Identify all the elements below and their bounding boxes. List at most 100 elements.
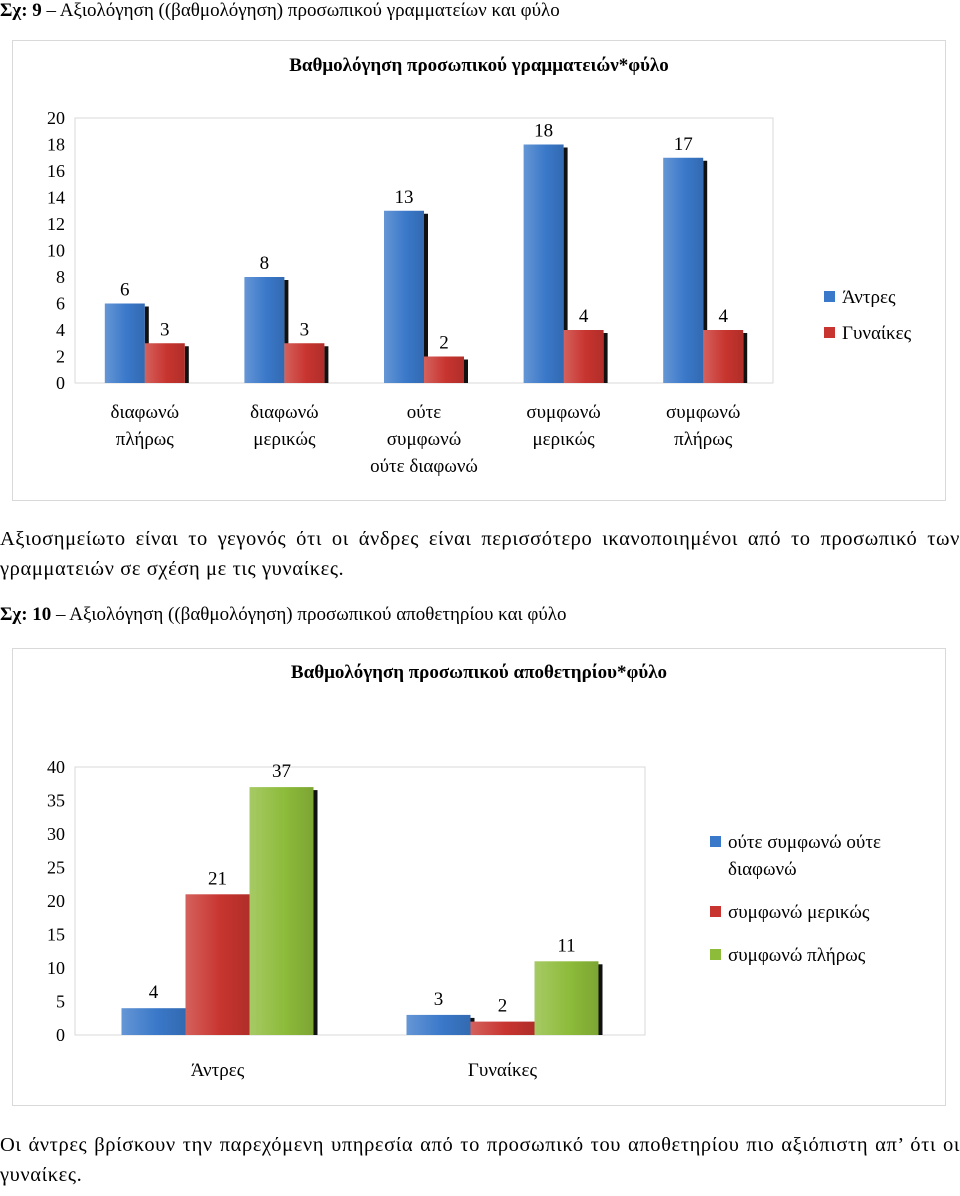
figure-10-caption-text: – Αξιολόγηση ((βαθμολόγηση) προσωπικού α… <box>51 604 567 625</box>
data-label: 11 <box>557 935 575 956</box>
y-tick-label: 2 <box>56 347 65 367</box>
y-tick-label: 4 <box>56 320 65 340</box>
plot-area <box>74 766 646 1036</box>
bar-shadow <box>563 147 568 383</box>
y-tick-label: 14 <box>47 188 65 208</box>
y-tick-label: 15 <box>47 925 65 945</box>
legend-label-1: ούτε συμφωνώ ούτε <box>728 832 881 853</box>
bar-shadow <box>424 213 428 383</box>
chart-1-svg: 0 2 4 6 8 10 12 14 16 18 20 6 3 διαφωνώ πλήρως 8 3 διαφων… <box>47 108 912 477</box>
category-label: μερικώς <box>253 429 316 450</box>
data-label: 4 <box>149 982 159 1003</box>
bar-1-3 <box>384 210 424 383</box>
y-tick-label: 30 <box>47 824 65 844</box>
bar-3-1 <box>249 787 314 1035</box>
y-tick-label: 18 <box>47 135 65 155</box>
y-tick-label: 25 <box>47 858 65 878</box>
data-label: 4 <box>579 306 589 327</box>
figure-9-caption: Σχ: 9 – Αξιολόγηση ((βαθμολόγηση) προσωπ… <box>0 0 560 22</box>
y-tick-label: 0 <box>56 1025 65 1045</box>
y-tick-label: 20 <box>47 891 65 911</box>
figure-9-caption-text: – Αξιολόγηση ((βαθμολόγηση) προσωπικού γ… <box>41 0 560 21</box>
y-tick-label: 5 <box>56 992 65 1012</box>
bar-2-3 <box>424 356 464 383</box>
bar-2-5 <box>703 330 744 383</box>
legend-swatch-1 <box>710 836 721 847</box>
bar-2-4 <box>563 330 604 383</box>
y-tick-label: 0 <box>56 373 65 393</box>
y-tick-label: 10 <box>47 241 65 261</box>
paragraph-1: Αξιοσημείωτο είναι το γεγονός ότι οι άνδ… <box>0 528 960 580</box>
category-label: πλήρως <box>674 429 733 450</box>
legend-swatch-2 <box>824 327 835 338</box>
bar-1-1 <box>121 1008 186 1035</box>
legend-swatch-2 <box>710 906 721 917</box>
bar-2-1 <box>144 343 185 383</box>
y-tick-label: 35 <box>47 791 65 811</box>
data-label: 21 <box>208 868 227 889</box>
paragraph-2: Οι άντρες βρίσκουν την παρεχόμενη υπηρεσ… <box>0 1134 960 1186</box>
category-label: Άντρες <box>191 1060 245 1081</box>
category-label: Γυναίκες <box>468 1060 538 1081</box>
bar-shadow <box>184 346 189 383</box>
data-label: 4 <box>718 306 728 327</box>
bar-1-2 <box>406 1014 471 1035</box>
legend-label-2: Γυναίκες <box>842 323 912 344</box>
data-label: 17 <box>674 134 693 155</box>
bar-2-2 <box>284 343 325 383</box>
chart-1-frame: Βαθμολόγηση προσωπικού γραμματειών*φύλο … <box>12 40 946 501</box>
data-label: 18 <box>534 121 553 142</box>
legend-label-3: συμφωνώ πλήρως <box>728 945 866 966</box>
category-label: ούτε διαφωνώ <box>370 456 478 477</box>
data-label: 37 <box>272 761 291 782</box>
chart-2-frame: Βαθμολόγηση προσωπικού αποθετηρίου*φύλο … <box>12 648 946 1106</box>
y-tick-label: 40 <box>47 757 65 777</box>
bar-shadow <box>284 280 289 383</box>
bar-2-1 <box>185 894 250 1035</box>
y-tick-label: 10 <box>47 958 65 978</box>
figure-10-label: Σχ: 10 <box>0 604 52 625</box>
bar-shadow <box>743 333 748 383</box>
bar-shadow <box>603 333 608 383</box>
category-label: πλήρως <box>116 429 175 450</box>
bar-1-1 <box>104 303 145 383</box>
bar-shadow <box>464 359 468 383</box>
data-label: 2 <box>498 996 508 1017</box>
data-label: 13 <box>395 187 414 208</box>
data-label: 3 <box>160 319 170 340</box>
category-label: συμφωνώ <box>387 429 461 450</box>
y-tick-label: 16 <box>47 161 65 181</box>
bar-3-2 <box>534 961 599 1035</box>
bar-1-4 <box>523 144 564 383</box>
chart-2-svg: 0 5 10 15 20 25 30 35 40 4 21 37 Άντρες 3 2 11 Γυναίκες ο… <box>47 757 881 1081</box>
bar-shadow <box>703 160 708 383</box>
category-label: διαφωνώ <box>111 402 180 423</box>
y-tick-label: 12 <box>47 214 65 234</box>
category-label: συμφωνώ <box>666 402 740 423</box>
chart-1-title: Βαθμολόγηση προσωπικού γραμματειών*φύλο <box>289 55 669 76</box>
bar-1-5 <box>663 157 704 383</box>
data-label: 2 <box>439 333 449 354</box>
bar-shadow <box>313 790 318 1035</box>
legend-label-2: συμφωνώ μερικώς <box>728 902 870 923</box>
data-label: 3 <box>434 989 444 1010</box>
category-label: μερικώς <box>532 429 595 450</box>
y-tick-label: 8 <box>56 267 65 287</box>
bar-shadow <box>598 964 603 1035</box>
bar-1-2 <box>244 277 285 383</box>
legend-swatch-3 <box>710 949 721 960</box>
category-label: διαφωνώ <box>250 402 319 423</box>
legend-label-1: Άντρες <box>842 287 896 308</box>
figure-9-label: Σχ: 9 <box>0 0 42 21</box>
chart-2-title: Βαθμολόγηση προσωπικού αποθετηρίου*φύλο <box>290 662 668 683</box>
data-label: 6 <box>120 280 130 301</box>
bar-2-2 <box>470 1021 535 1035</box>
category-label: συμφωνώ <box>526 402 600 423</box>
y-tick-label: 6 <box>56 294 65 314</box>
data-label: 8 <box>260 253 270 274</box>
y-tick-label: 20 <box>47 108 65 128</box>
data-label: 3 <box>300 319 310 340</box>
legend-label-1: διαφωνώ <box>728 859 797 880</box>
legend-swatch-1 <box>824 291 835 302</box>
bar-shadow <box>324 346 329 383</box>
